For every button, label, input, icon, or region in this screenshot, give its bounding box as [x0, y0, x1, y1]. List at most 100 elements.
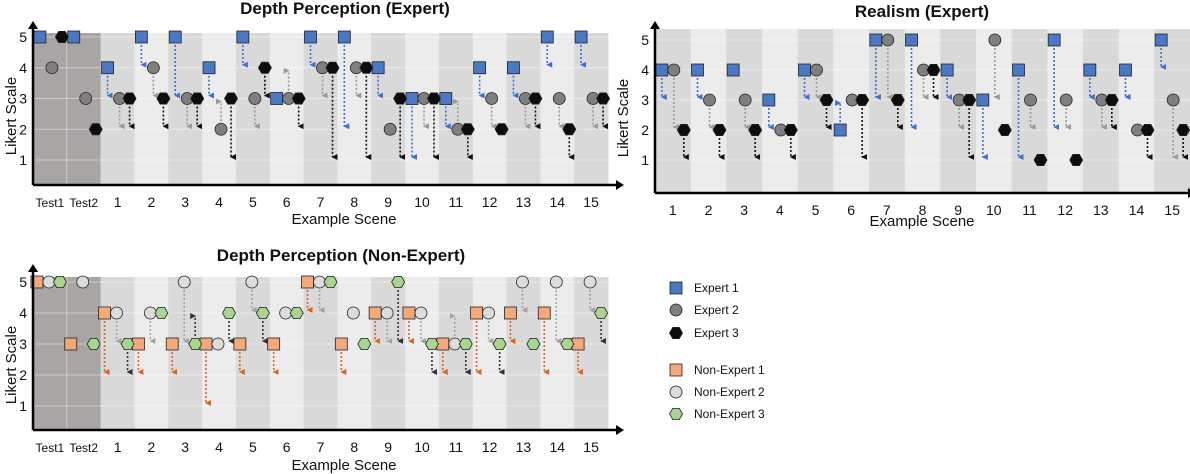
point-expert-2 — [1166, 93, 1180, 107]
point-expert-3 — [712, 124, 727, 137]
point-expert-1 — [833, 123, 847, 137]
x-tick-label: 12 — [482, 439, 498, 455]
y-tick-label: 1 — [19, 398, 27, 414]
legend: Expert 1 Expert 2 Expert 3 Non-Expert 1 Non-… — [669, 281, 765, 421]
change-arrows — [103, 290, 607, 406]
point-expert-1 — [1119, 63, 1132, 77]
scene-band — [66, 33, 102, 185]
x-tick-label: 12 — [482, 194, 498, 210]
scene-band — [1011, 29, 1048, 193]
point-expert-3 — [1140, 124, 1155, 137]
point-nonexpert-2 — [583, 275, 597, 289]
point-expert-3 — [1104, 94, 1119, 106]
point-expert-3 — [748, 124, 763, 137]
point-expert-1 — [762, 93, 776, 107]
scene-band — [66, 277, 102, 430]
point-nonexpert-3 — [458, 337, 473, 351]
point-expert-3 — [88, 123, 103, 136]
scene-band — [371, 33, 406, 185]
x-axis-label: Example Scene — [291, 211, 396, 228]
point-expert-1 — [304, 30, 317, 44]
point-expert-3 — [890, 94, 905, 106]
point-nonexpert-3 — [120, 337, 135, 351]
scene-band — [506, 33, 541, 185]
scene-band — [540, 277, 575, 430]
scene-band — [472, 277, 507, 430]
scene-bands — [33, 277, 609, 430]
point-expert-1 — [869, 33, 883, 47]
scene-band — [405, 33, 440, 185]
rating-points — [655, 33, 1190, 167]
point-nonexpert-1 — [368, 306, 382, 320]
y-tick-label: 5 — [19, 29, 27, 45]
scene-band — [506, 277, 541, 430]
scene-bands — [655, 29, 1190, 193]
x-tick-label: 14 — [550, 439, 566, 455]
scene-band — [1118, 29, 1155, 193]
legend-expert-1-label: Expert 1 — [694, 281, 739, 295]
legend-nonexpert-2-marker — [669, 385, 683, 399]
point-nonexpert-2 — [245, 275, 259, 289]
chart-title: Depth Perception (Non-Expert) — [217, 246, 465, 265]
x-tick-label: 8 — [350, 194, 358, 210]
point-expert-2 — [79, 92, 93, 105]
scene-band — [472, 33, 507, 185]
x-axis-label: Example Scene — [291, 457, 396, 474]
point-expert-3 — [257, 61, 272, 74]
rating-points — [30, 275, 609, 351]
x-tick-label: 7 — [317, 194, 325, 210]
point-expert-1 — [905, 33, 918, 47]
point-expert-1 — [1047, 33, 1061, 47]
scene-band — [100, 277, 135, 430]
y-tick-label: 1 — [19, 152, 27, 168]
scene-band — [168, 33, 203, 185]
point-expert-2 — [214, 122, 228, 136]
y-tick-label: 3 — [641, 92, 649, 108]
point-nonexpert-1 — [98, 306, 111, 320]
legend-nonexpert-2-label: Non-Expert 2 — [694, 385, 765, 399]
y-tick-label: 2 — [19, 121, 27, 137]
x-tick-label: 5 — [812, 202, 820, 218]
change-arrows — [106, 45, 609, 160]
point-nonexpert-1 — [233, 337, 247, 351]
scene-band — [33, 277, 68, 430]
y-axis-label: Likert Scale — [3, 77, 20, 155]
point-nonexpert-3 — [255, 306, 270, 320]
point-expert-2 — [667, 63, 681, 77]
legend-nonexpert-1-marker — [669, 363, 683, 377]
legend-expert-3-label: Expert 3 — [694, 326, 739, 340]
point-nonexpert-3 — [86, 337, 101, 351]
y-tick-label: 4 — [19, 305, 27, 321]
point-nonexpert-3 — [526, 337, 541, 351]
point-expert-3 — [427, 92, 441, 105]
point-expert-3 — [359, 61, 374, 74]
x-tick-label: 8 — [919, 202, 927, 218]
point-expert-3 — [783, 124, 798, 137]
x-tick-label: 11 — [1022, 202, 1037, 218]
point-nonexpert-1 — [301, 275, 314, 289]
scene-band — [574, 277, 609, 430]
point-expert-2 — [881, 33, 895, 47]
scene-band — [168, 277, 203, 430]
x-axis-arrowhead — [616, 425, 624, 435]
scene-band — [337, 277, 372, 430]
point-expert-3 — [855, 94, 870, 106]
point-expert-2 — [383, 122, 397, 136]
rating-points — [33, 30, 611, 136]
x-tick-label: 4 — [215, 439, 223, 455]
legend-expert-2-marker — [669, 303, 683, 317]
chart-title: Realism (Expert) — [855, 2, 989, 21]
scene-band — [904, 29, 941, 193]
scene-band — [134, 277, 169, 430]
point-expert-3 — [393, 92, 408, 105]
point-nonexpert-2 — [211, 337, 225, 351]
scene-band — [833, 29, 870, 193]
point-nonexpert-2 — [177, 275, 191, 289]
y-tick-label: 5 — [641, 32, 649, 48]
x-tick-label: 14 — [1129, 202, 1145, 218]
x-tick-label: 6 — [847, 202, 855, 218]
point-nonexpert-3 — [391, 275, 406, 289]
point-expert-3 — [1176, 124, 1190, 137]
point-expert-2 — [1024, 93, 1037, 107]
